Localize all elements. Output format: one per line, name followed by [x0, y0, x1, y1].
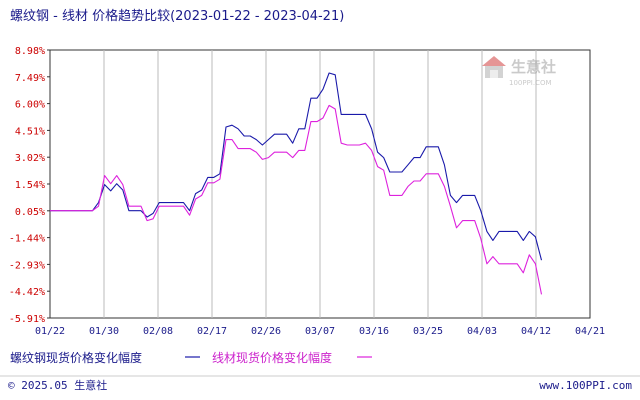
y-tick-label: 4.51% — [15, 126, 45, 137]
footer: © 2025.05 生意社 www.100PPI.com — [0, 374, 640, 400]
y-tick-label: -4.42% — [9, 287, 45, 298]
chart-title: 螺纹钢 - 线材 价格趋势比较(2023-01-22 - 2023-04-21) — [10, 8, 344, 24]
legend-label-series-1: 螺纹钢现货价格变化幅度 — [10, 350, 142, 365]
y-tick-label: 8.98% — [15, 46, 45, 57]
grid-lines — [103, 50, 537, 318]
series-line-2 — [50, 104, 543, 295]
series-line-1 — [50, 72, 543, 261]
x-tick-label: 04/03 — [467, 326, 497, 337]
y-tick-label: 7.49% — [15, 73, 45, 84]
legend-label-series-2: 线材现货价格变化幅度 — [212, 350, 332, 365]
y-tick-label: -1.44% — [9, 234, 45, 245]
x-tick-label: 02/17 — [197, 326, 227, 337]
y-tick-label: 0.05% — [15, 207, 45, 218]
y-tick-label: -5.91% — [9, 314, 45, 325]
y-tick-label: 6.00% — [15, 100, 45, 111]
watermark-main: 生意社 — [511, 58, 556, 76]
watermark-sub: 100PPI.COM — [509, 79, 552, 87]
x-axis-ticks: 01/22 01/30 02/08 02/17 02/26 03/07 03/16 03/25… — [35, 326, 605, 337]
footer-website: www.100PPI.com — [539, 379, 632, 392]
y-tick-label: 1.54% — [15, 180, 45, 191]
x-tick-label: 03/07 — [305, 326, 335, 337]
y-tick-label: 3.02% — [15, 153, 45, 164]
x-tick-label: 03/25 — [413, 326, 443, 337]
x-tick-label: 04/12 — [521, 326, 551, 337]
x-tick-label: 02/08 — [143, 326, 173, 337]
footer-copyright: © 2025.05 生意社 — [8, 378, 107, 392]
legend: 螺纹钢现货价格变化幅度 线材现货价格变化幅度 — [10, 350, 372, 365]
series-lines — [50, 72, 543, 295]
x-tick-label: 01/30 — [89, 326, 119, 337]
x-tick-label: 02/26 — [251, 326, 281, 337]
x-tick-label: 03/16 — [359, 326, 389, 337]
x-tick-label: 01/22 — [35, 326, 65, 337]
watermark-logo: 生意社 100PPI.COM — [482, 56, 556, 87]
y-axis-ticks: 8.98% 7.49% 6.00% 4.51% 3.02% 1.54% 0.05% -1.44… — [9, 46, 50, 325]
house-icon — [482, 56, 506, 78]
x-tick-label: 04/21 — [575, 326, 605, 337]
y-tick-label: -2.93% — [9, 260, 45, 271]
